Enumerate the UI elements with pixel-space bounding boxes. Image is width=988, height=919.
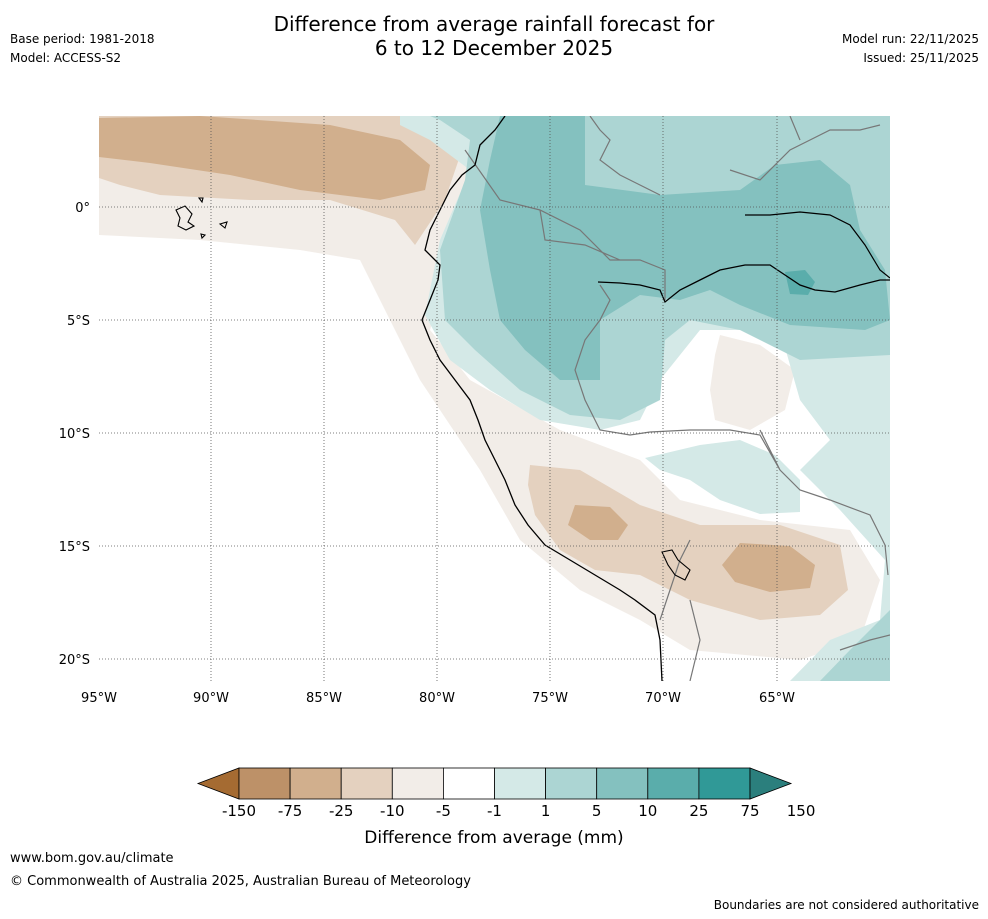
website-link[interactable]: www.bom.gov.au/climate bbox=[10, 851, 174, 866]
amazon-river bbox=[597, 264, 890, 304]
lat-label-20s: 20°S bbox=[59, 653, 90, 668]
lon-label-65w: 65°W bbox=[759, 691, 795, 706]
issued-text: Issued: 25/11/2025 bbox=[863, 51, 979, 65]
base-period-text: Base period: 1981-2018 bbox=[10, 32, 155, 46]
dry-region-peru-dark-2 bbox=[722, 543, 815, 592]
lon-label-85w: 85°W bbox=[306, 691, 342, 706]
colorbar-low-arrow bbox=[196, 767, 240, 800]
lake-titicaca bbox=[661, 549, 691, 581]
lat-label-0: 0° bbox=[75, 201, 90, 216]
colorbar-tick-label: 75 bbox=[740, 802, 759, 820]
colorbar-tick-label: 1 bbox=[541, 802, 551, 820]
lat-label-10s: 10°S bbox=[59, 427, 90, 442]
title-line-1: Difference from average rainfall forecas… bbox=[273, 12, 715, 36]
copyright-text: © Commonwealth of Australia 2025, Austra… bbox=[10, 874, 471, 889]
colorbar-tick-label: -5 bbox=[436, 802, 451, 820]
colorbar-tick-label: -75 bbox=[278, 802, 303, 820]
boundaries-note: Boundaries are not considered authoritat… bbox=[713, 898, 979, 912]
meta-left: Base period: 1981-2018 Model: ACCESS-S2 bbox=[10, 30, 155, 68]
colorbar-box bbox=[647, 767, 700, 800]
colorbar-box bbox=[545, 767, 598, 800]
colorbar-boxes bbox=[238, 767, 751, 800]
lon-label-95w: 95°W bbox=[81, 691, 117, 706]
dry-region-amazon-light bbox=[710, 335, 795, 430]
colorbar-box bbox=[596, 767, 649, 800]
galapagos-islands bbox=[175, 197, 228, 240]
colorbar-high-arrow bbox=[749, 767, 793, 800]
dry-region-peru-dark-1 bbox=[568, 505, 628, 540]
colorbar-box bbox=[289, 767, 342, 800]
lat-label-15s: 15°S bbox=[59, 540, 90, 555]
lon-label-70w: 70°W bbox=[645, 691, 681, 706]
lon-label-90w: 90°W bbox=[193, 691, 229, 706]
colorbar-tick-label: -150 bbox=[222, 802, 256, 820]
colorbar-box bbox=[340, 767, 393, 800]
model-text: Model: ACCESS-S2 bbox=[10, 51, 122, 65]
colorbar-tick-label: 5 bbox=[592, 802, 602, 820]
colorbar-box bbox=[698, 767, 751, 800]
colorbar-box bbox=[442, 767, 495, 800]
colorbar-tick-label: -1 bbox=[487, 802, 502, 820]
wet-region-south-light bbox=[645, 440, 800, 514]
colorbar-tick-label: -25 bbox=[329, 802, 354, 820]
map-area bbox=[99, 116, 890, 681]
lon-label-80w: 80°W bbox=[419, 691, 455, 706]
meta-right: Model run: 22/11/2025 Issued: 25/11/2025 bbox=[842, 30, 979, 68]
wet-region-north-dark bbox=[480, 116, 890, 380]
colorbar-box bbox=[238, 767, 291, 800]
coastline bbox=[421, 116, 663, 681]
lat-label-5s: 5°S bbox=[67, 314, 90, 329]
gridlines bbox=[99, 116, 890, 681]
colorbar-tick-label: 150 bbox=[787, 802, 816, 820]
colorbar-tick-label: 10 bbox=[638, 802, 657, 820]
lon-label-75w: 75°W bbox=[532, 691, 568, 706]
colorbar-label: Difference from average (mm) bbox=[364, 828, 623, 848]
wet-region-core bbox=[785, 270, 815, 295]
colorbar: -150 -75 -25 -10 -5 -1 1 5 10 25 75 150 Difference … bbox=[196, 767, 816, 848]
map-title: Difference from average rainfall forecas… bbox=[0, 12, 988, 60]
dry-region-pacific-dark bbox=[99, 116, 430, 200]
colorbar-box bbox=[494, 767, 546, 800]
colorbar-tick-label: -10 bbox=[380, 802, 405, 820]
title-line-2: 6 to 12 December 2025 bbox=[374, 36, 614, 60]
model-run-text: Model run: 22/11/2025 bbox=[841, 32, 979, 46]
colorbar-box bbox=[391, 767, 444, 800]
colorbar-tick-label: 25 bbox=[689, 802, 708, 820]
rio-negro bbox=[745, 211, 890, 279]
